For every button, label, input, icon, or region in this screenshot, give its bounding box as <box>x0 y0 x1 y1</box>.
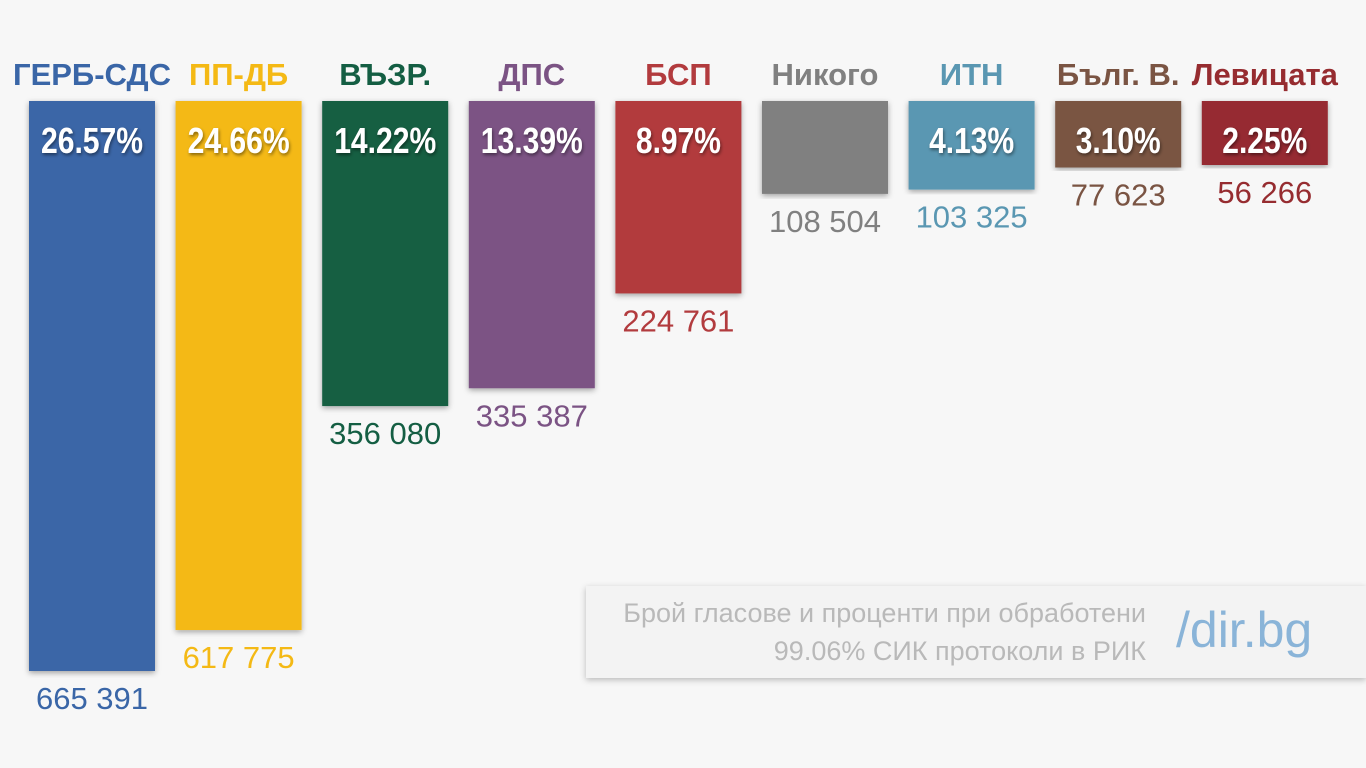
vote-count-герб-сдс: 665 391 <box>36 681 148 716</box>
vote-count-левицата: 56 266 <box>1217 175 1312 210</box>
bar-бълг-в <box>1055 101 1182 168</box>
vote-count-възр: 356 080 <box>329 416 441 451</box>
note-box: Брой гласове и проценти при обработени 9… <box>586 586 1366 678</box>
party-name-бсп: БСП <box>645 57 712 92</box>
dir-bg-logo: /dir.bg <box>1176 602 1313 658</box>
bar-бсп <box>615 101 742 294</box>
bar-дпс <box>468 101 595 389</box>
percent-label-бълг-в: 3.10% <box>1076 120 1161 161</box>
percent-label-левицата: 2.25% <box>1222 120 1307 161</box>
vote-count-бълг-в: 77 623 <box>1071 178 1166 213</box>
party-name-бълг-в: Бълг. В. <box>1057 57 1180 92</box>
percent-label-итн: 4.13% <box>929 120 1014 161</box>
labels-layer: ГЕРБ-СДС 26.57% 665 391 ПП-ДБ 24.66% 617 775 В… <box>13 57 1339 716</box>
vote-count-итн: 103 325 <box>916 200 1028 235</box>
vote-count-никого: 108 504 <box>769 204 881 239</box>
party-name-левицата: Левицата <box>1192 57 1339 92</box>
percent-label-герб-сдс: 26.57% <box>41 120 143 161</box>
note-line-1: Брой гласове и проценти при обработени <box>623 598 1146 628</box>
percent-label-дпс: 13.39% <box>481 120 583 161</box>
party-name-възр: ВЪЗР. <box>339 57 431 92</box>
note-text: Брой гласове и проценти при обработени 9… <box>623 594 1146 670</box>
bar-пп-дб <box>175 101 302 631</box>
bar-никого <box>762 101 888 194</box>
party-name-итн: ИТН <box>940 57 1004 92</box>
note-line-2: 99.06% СИК протоколи в РИК <box>773 636 1146 666</box>
party-name-герб-сдс: ГЕРБ-СДС <box>13 57 171 92</box>
party-name-никого: Никого <box>772 57 879 92</box>
bar-левицата <box>1201 101 1328 165</box>
percent-label-бсп: 8.97% <box>636 120 721 161</box>
percent-label-пп-дб: 24.66% <box>188 120 290 161</box>
percent-label-възр: 14.22% <box>334 120 436 161</box>
bars-layer <box>29 101 1328 671</box>
party-name-дпс: ДПС <box>498 57 565 92</box>
bar-възр <box>322 101 449 407</box>
vote-count-пп-дб: 617 775 <box>183 640 295 675</box>
bar-итн <box>908 101 1035 190</box>
bar-герб-сдс <box>29 101 155 671</box>
vote-count-дпс: 335 387 <box>476 398 588 433</box>
vote-count-бсп: 224 761 <box>622 303 734 338</box>
party-name-пп-дб: ПП-ДБ <box>189 57 288 92</box>
